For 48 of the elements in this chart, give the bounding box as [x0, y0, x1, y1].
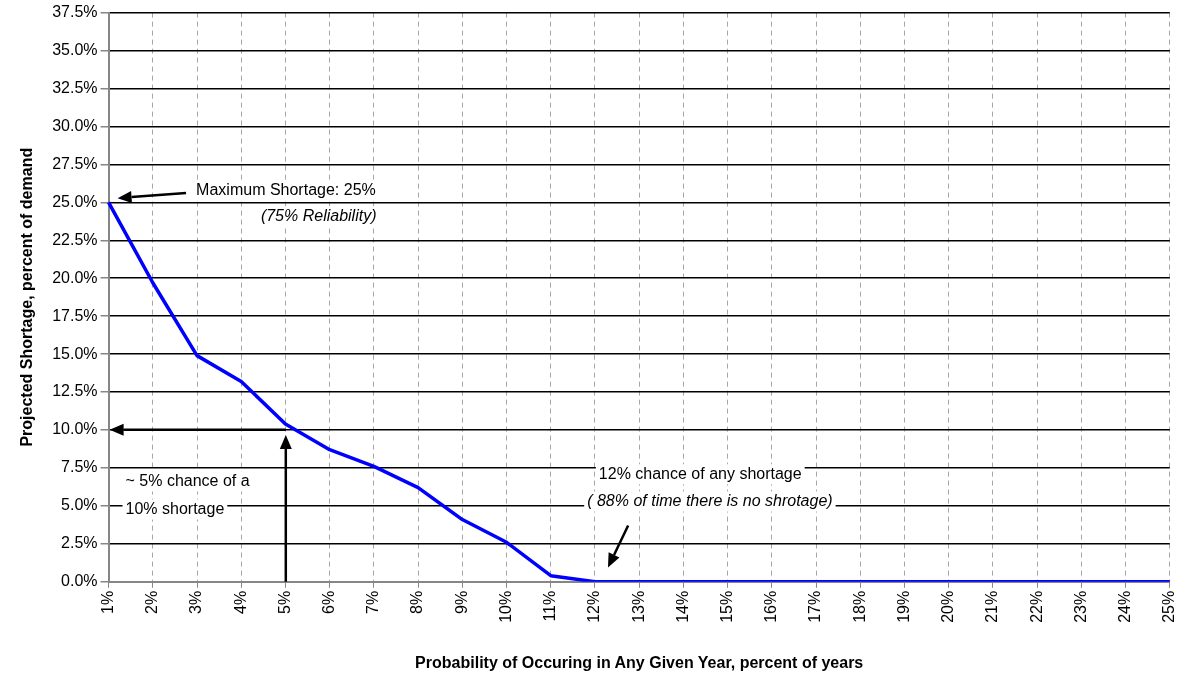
x-tick-label: 17%	[806, 590, 824, 623]
x-tick-label: 6%	[320, 590, 338, 614]
x-axis-title: Probability of Occuring in Any Given Year, percent of years	[415, 653, 864, 671]
x-tick-label: 11%	[541, 590, 559, 622]
y-tick-label: 0.0%	[61, 572, 98, 590]
x-tick-label: 13%	[629, 590, 647, 623]
y-tick-label: 35.0%	[52, 40, 98, 58]
y-tick-label: 15.0%	[52, 344, 98, 362]
x-tick-label: 22%	[1027, 590, 1045, 623]
annotation: (75% Reliability)	[260, 206, 377, 224]
x-tick-label: 18%	[850, 590, 868, 623]
x-tick-label: 24%	[1115, 590, 1133, 623]
y-tick-label: 25.0%	[52, 192, 98, 210]
y-tick-label: 2.5%	[61, 534, 98, 552]
x-tick-label: 14%	[673, 590, 691, 623]
x-tick-label: 15%	[718, 590, 736, 623]
annotation: 12% chance of any shortage	[598, 464, 802, 482]
x-tick-label: 23%	[1071, 590, 1089, 623]
y-tick-label: 22.5%	[52, 230, 98, 248]
x-tick-label: 8%	[408, 590, 426, 614]
y-tick-label: 10.0%	[52, 420, 98, 438]
y-tick-label: 30.0%	[52, 116, 98, 134]
x-tick-label: 9%	[452, 590, 470, 614]
x-tick-label: 7%	[364, 590, 382, 614]
x-tick-label: 4%	[231, 590, 249, 614]
y-tick-label: 5.0%	[61, 496, 98, 514]
y-axis-title: Projected Shortage, percent of demand	[18, 147, 36, 447]
y-tick-label: 12.5%	[52, 382, 98, 400]
x-tick-label: 5%	[275, 590, 293, 614]
y-tick-label: 37.5%	[52, 3, 98, 21]
x-tick-label: 19%	[894, 590, 912, 623]
x-tick-label: 25%	[1160, 590, 1178, 623]
annotation: Maximum Shortage: 25%	[196, 180, 376, 198]
x-tick-label: 21%	[983, 590, 1001, 623]
x-tick-label: 20%	[939, 590, 957, 623]
x-tick-label: 12%	[585, 590, 603, 623]
annotation: ( 88% of time there is no shrotage)	[587, 491, 833, 509]
x-tick-label: 3%	[187, 590, 205, 614]
y-tick-label: 7.5%	[61, 458, 98, 476]
y-tick-label: 32.5%	[52, 78, 98, 96]
y-tick-label: 27.5%	[52, 154, 98, 172]
x-tick-label: 1%	[98, 590, 116, 614]
annotation: ~ 5% chance of a 10% shortage	[125, 472, 250, 518]
x-tick-label: 10%	[496, 590, 514, 623]
x-tick-label: 2%	[143, 590, 161, 614]
y-tick-label: 17.5%	[52, 306, 98, 324]
x-tick-label: 16%	[762, 590, 780, 623]
y-tick-label: 20.0%	[52, 268, 98, 286]
